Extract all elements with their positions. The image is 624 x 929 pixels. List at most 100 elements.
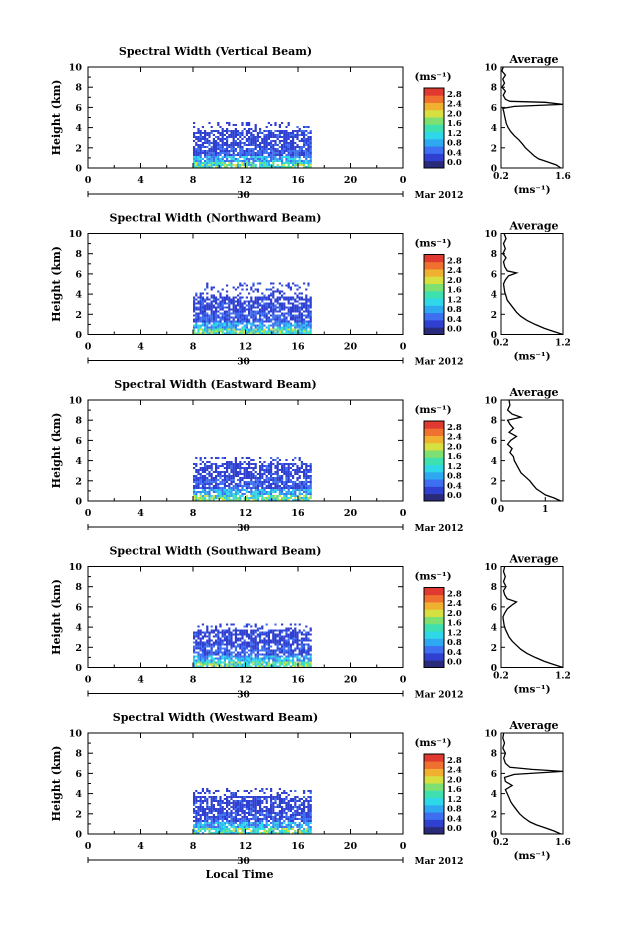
heatmap-cell [248, 800, 251, 802]
heatmap-cell [303, 822, 306, 824]
heatmap-cell [210, 154, 213, 156]
heatmap-cell [210, 481, 213, 483]
heatmap-cell [219, 489, 222, 491]
heatmap-cell [283, 320, 286, 323]
heatmap-cell [259, 160, 262, 162]
y-tick-label: 4 [75, 123, 82, 134]
heatmap-cell [261, 800, 264, 802]
heatmap-cell [206, 134, 209, 136]
heatmap-cell [256, 493, 259, 495]
heatmap-cell [309, 629, 312, 632]
heatmap-cell [239, 820, 242, 822]
heatmap-cell [230, 150, 233, 152]
heatmap-cell [309, 152, 312, 154]
heatmap-cell [267, 637, 270, 640]
heatmap-cell [307, 631, 310, 634]
heatmap-cell [267, 156, 270, 158]
heatmap-cell [265, 493, 268, 495]
heatmap-cell [204, 298, 207, 301]
heatmap-cell [199, 324, 202, 327]
heatmap-cell [215, 816, 218, 818]
heatmap-cell [300, 804, 303, 806]
heatmap-cell [289, 475, 292, 477]
heatmap-cell [259, 639, 262, 642]
heatmap-cell [199, 304, 202, 307]
heatmap-cell [285, 316, 288, 319]
heatmap-cell [285, 796, 288, 798]
heatmap-cell [261, 312, 264, 315]
heatmap-cell [234, 794, 237, 796]
heatmap-cell [278, 635, 281, 638]
heatmap-cell [276, 300, 279, 303]
heatmap-cell [272, 481, 275, 483]
heatmap-cell [278, 320, 281, 323]
heatmap-cell [234, 487, 237, 489]
heatmap-cell [272, 292, 275, 295]
heatmap-cell [197, 491, 200, 493]
heatmap-cell [307, 828, 310, 830]
heatmap-cell [287, 306, 290, 309]
heatmap-cell [208, 639, 211, 642]
heatmap-cell [305, 320, 308, 323]
heatmap-cell [256, 627, 259, 630]
date-month-label: Mar 2012 [415, 524, 464, 534]
heatmap-cell [212, 665, 215, 668]
heatmap-cell [206, 282, 209, 285]
heatmap-cell [287, 794, 290, 796]
heatmap-cell [263, 310, 266, 313]
heatmap-cell [245, 158, 248, 160]
heatmap-cell [239, 663, 242, 666]
heatmap-cell [287, 633, 290, 636]
heatmap-cell [300, 814, 303, 816]
heatmap-cell [272, 499, 275, 501]
heatmap-cell [204, 487, 207, 489]
heatmap-cell [303, 154, 306, 156]
heatmap-cell [228, 124, 231, 126]
heatmap-cell [245, 659, 248, 662]
heatmap-cell [274, 298, 277, 301]
heatmap-cell [221, 128, 224, 130]
y-tick-label: 4 [75, 623, 82, 634]
heatmap-cell [274, 473, 277, 475]
heatmap-cell [219, 312, 222, 315]
heatmap-cell [281, 308, 284, 311]
heatmap-cell [228, 463, 231, 465]
heatmap-cell [303, 629, 306, 632]
heatmap-cell [294, 663, 297, 666]
heatmap-cell [215, 166, 218, 168]
heatmap-cell [245, 148, 248, 150]
heatmap-cell [281, 284, 284, 287]
x-tick-label: 4 [137, 508, 144, 519]
heatmap-cell [243, 475, 246, 477]
panel-3: Spectral Width (Eastward Beam)0246810Hei… [50, 378, 564, 534]
heatmap-cell [210, 798, 213, 800]
heatmap-cell [208, 830, 211, 832]
heatmap-cell [276, 467, 279, 469]
heatmap-cell [210, 820, 213, 822]
heatmap-cell [307, 304, 310, 307]
heatmap-cell [217, 828, 220, 830]
heatmap-cell [193, 796, 196, 798]
heatmap-cell [250, 304, 253, 307]
heatmap-cell [292, 828, 295, 830]
heatmap-cell [239, 166, 242, 168]
heatmap-cell [204, 485, 207, 487]
heatmap-cell [215, 800, 218, 802]
colorbar-swatch [424, 587, 444, 596]
heatmap-cell [254, 332, 257, 335]
heatmap-cell [195, 481, 198, 483]
heatmap-cell [221, 816, 224, 818]
heatmap-cell [215, 796, 218, 798]
heatmap-cell [250, 635, 253, 638]
heatmap-cell [261, 150, 264, 152]
heatmap-cells [193, 122, 312, 168]
heatmap-cell [303, 324, 306, 327]
heatmap-cell [204, 469, 207, 471]
heatmap-cell [270, 830, 273, 832]
heatmap-cell [252, 802, 255, 804]
heatmap-cell [250, 306, 253, 309]
heatmap-cell [305, 138, 308, 140]
heatmap-cell [296, 154, 299, 156]
heatmap-cell [212, 286, 215, 289]
heatmap-cell [219, 164, 222, 166]
